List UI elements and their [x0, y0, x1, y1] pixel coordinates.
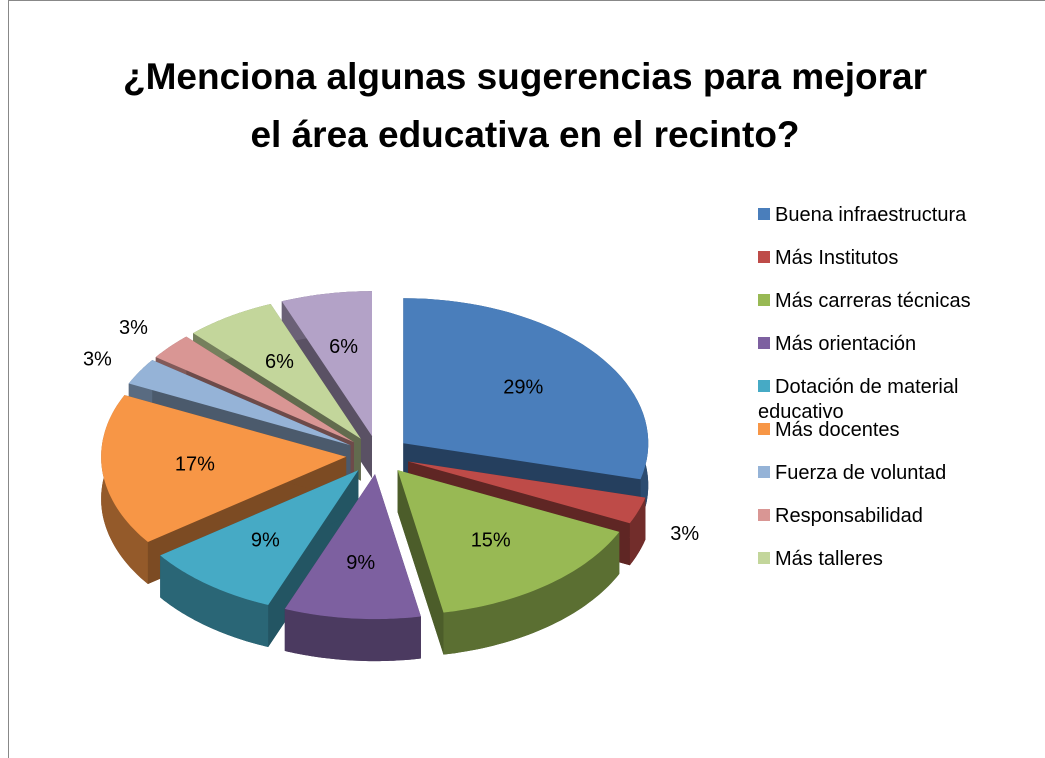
legend-label: Dotación de material educativo: [758, 376, 959, 423]
legend-swatch: [758, 208, 770, 220]
slice: [128, 360, 351, 446]
slice: [397, 470, 620, 613]
slice-side: [284, 608, 421, 662]
slice: [155, 336, 354, 443]
legend-swatch: [758, 509, 770, 521]
legend-swatch: [758, 337, 770, 349]
legend-item: Más Institutos: [758, 246, 1020, 271]
data-label: 3%: [83, 349, 112, 371]
slice: [284, 474, 421, 620]
data-label: 9%: [251, 529, 280, 551]
legend-item: Más talleres: [758, 547, 1020, 572]
data-label: 3%: [670, 523, 699, 545]
legend-swatch: [758, 294, 770, 306]
legend-item: Dotación de material educativo: [758, 375, 1020, 425]
legend-swatch: [758, 423, 770, 435]
chart-title: ¿Menciona algunas sugerencias para mejor…: [122, 56, 927, 155]
slice: [193, 304, 361, 439]
data-label: 9%: [346, 552, 375, 574]
legend-label: Más docentes: [775, 419, 900, 441]
legend-item: Más docentes: [758, 418, 1020, 443]
legend-label: Responsabilidad: [775, 505, 923, 527]
legend-swatch: [758, 380, 770, 392]
data-label: 6%: [329, 336, 358, 358]
data-label: 6%: [265, 351, 294, 373]
slice-side: [629, 497, 646, 566]
legend-item: Más carreras técnicas: [758, 289, 1020, 314]
legend-item: Buena infraestructura: [758, 203, 1020, 228]
slice-side: [443, 531, 620, 655]
legend-item: Responsabilidad: [758, 504, 1020, 529]
legend-item: Más orientación: [758, 332, 1020, 357]
legend-swatch: [758, 466, 770, 478]
legend-swatch: [758, 251, 770, 263]
legend-label: Más Institutos: [775, 247, 899, 269]
data-label: 15%: [471, 529, 511, 551]
legend-label: Fuerza de voluntad: [775, 462, 947, 484]
legend-label: Más carreras técnicas: [775, 290, 971, 312]
legend-label: Más talleres: [775, 548, 883, 570]
slice-cut: [397, 470, 444, 655]
slice: [160, 470, 359, 605]
slice: [281, 291, 373, 437]
legend-item: Fuerza de voluntad: [758, 461, 1020, 486]
slice-side: [160, 555, 269, 647]
data-label: 3%: [119, 317, 148, 339]
data-label: 17%: [175, 454, 215, 476]
slice: [408, 461, 646, 524]
slice: [403, 298, 649, 480]
chart-frame: [8, 0, 1045, 758]
legend-label: Más orientación: [775, 333, 917, 355]
legend-swatch: [758, 552, 770, 564]
data-label: 29%: [503, 376, 543, 398]
legend-label: Buena infraestructura: [775, 204, 967, 226]
slice: [101, 395, 347, 542]
